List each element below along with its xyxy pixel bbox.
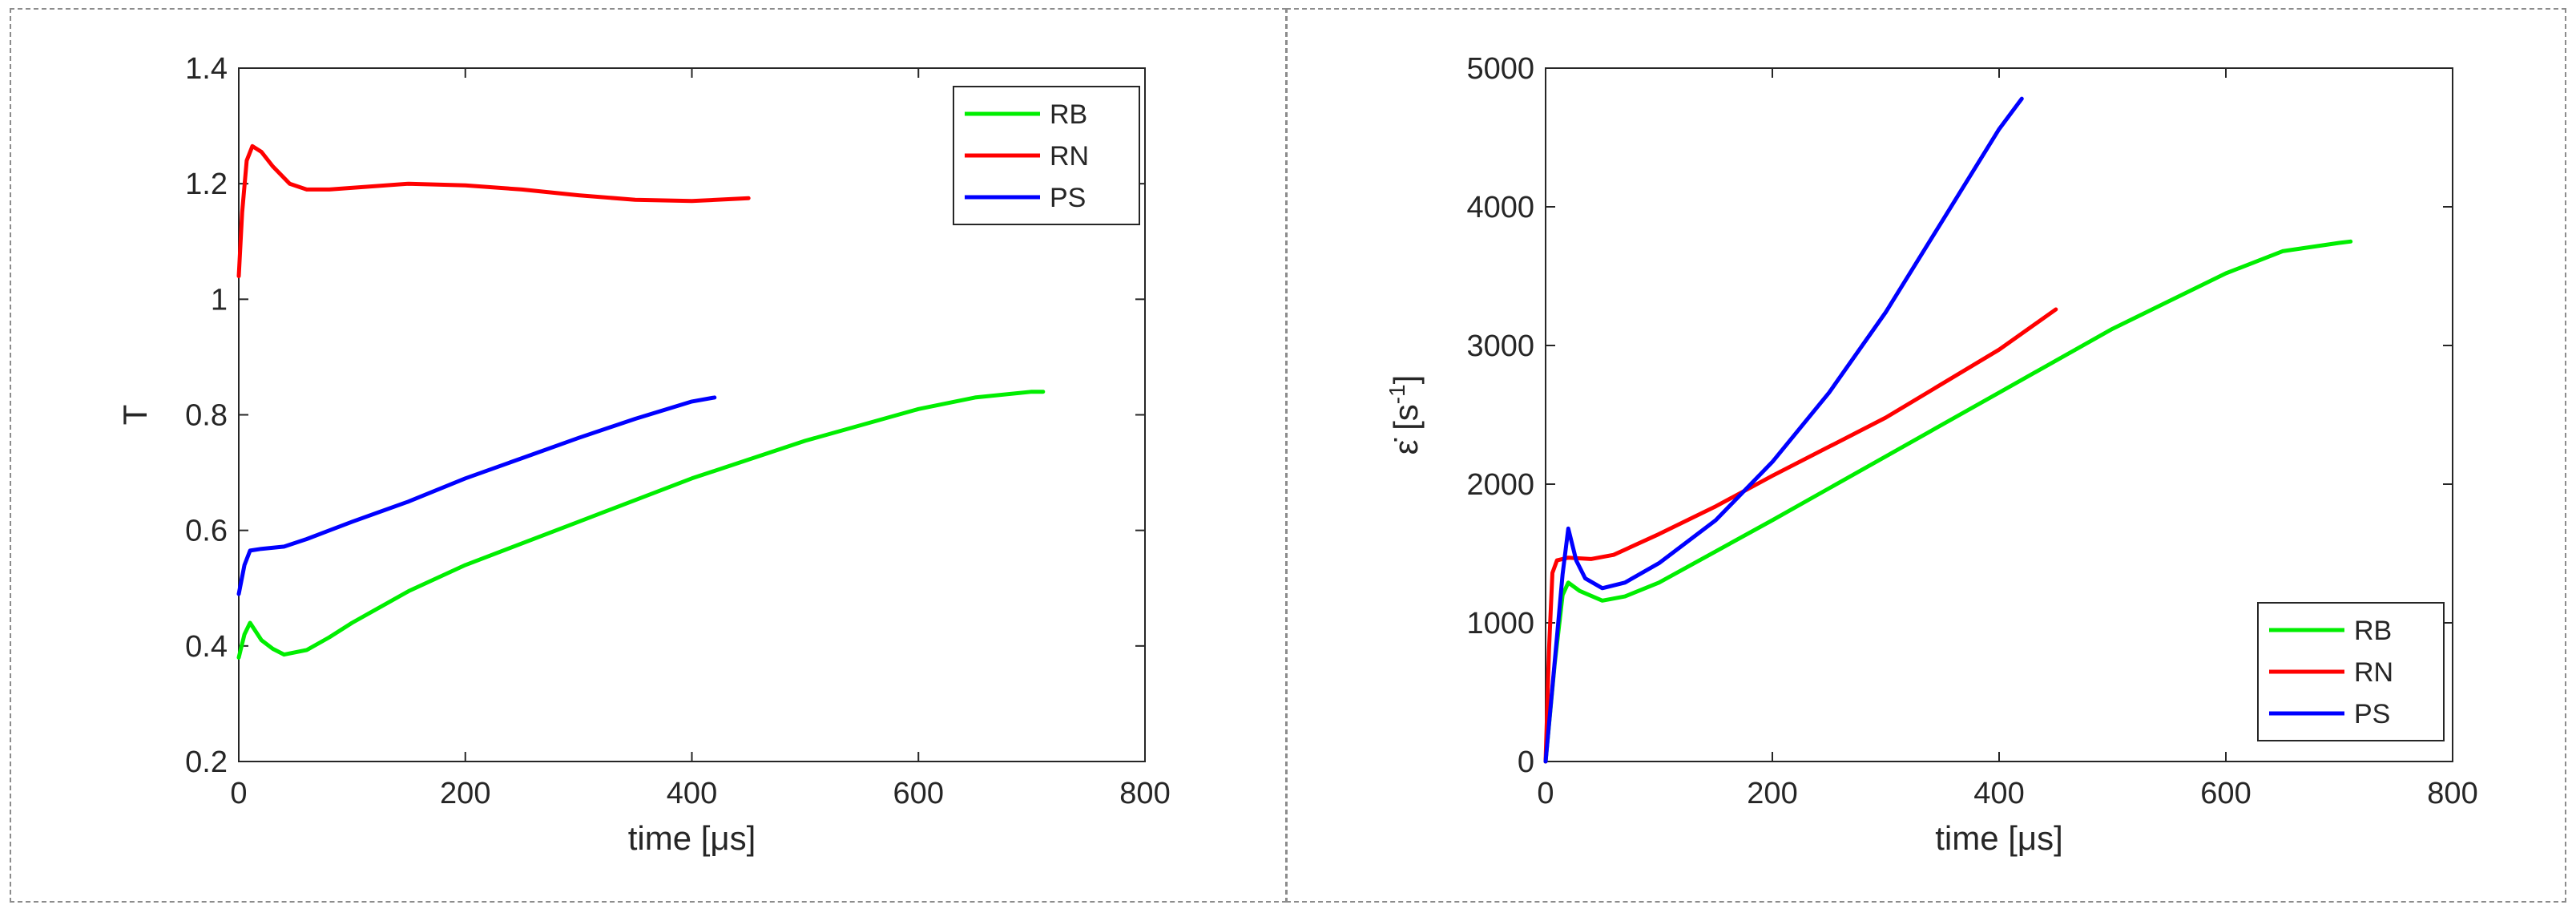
x-tick-label: 0 xyxy=(230,777,247,810)
y-tick-label: 1000 xyxy=(1466,607,1534,640)
chart-temperature: 0 200 400 600 800 0.2 0.4 0.6 0.8 1 1.2 1.4 time [μs… xyxy=(116,52,1171,857)
y-tick-label: 0 xyxy=(1518,745,1534,779)
y-tick-label: 0.2 xyxy=(185,745,228,779)
y-axis-label: ε̇ [s-1] xyxy=(1385,375,1425,455)
y-tick-label: 1 xyxy=(211,283,228,317)
x-axis-label: time [μs] xyxy=(1935,819,2063,857)
series-line-ps xyxy=(1543,96,2024,764)
y-axis-label-main: ε̇ [s xyxy=(1387,404,1425,454)
right-panel-frame xyxy=(1286,8,2566,903)
y-tick-label: 0.4 xyxy=(185,630,228,664)
series-line-ps xyxy=(236,395,717,596)
y-tick-label: 5000 xyxy=(1466,52,1534,86)
y-tick-label: 3000 xyxy=(1466,329,1534,363)
y-tick-label: 4000 xyxy=(1466,191,1534,224)
y-tick-label: 1.2 xyxy=(185,168,228,201)
legend-label-rb: RB xyxy=(2354,616,2392,646)
x-tick-label: 800 xyxy=(1119,777,1170,810)
y-axis-label-end: ] xyxy=(1387,375,1425,385)
series-line-rb xyxy=(236,390,1046,660)
y-axis-label-superscript: -1 xyxy=(1385,384,1409,404)
x-axis-label: time [μs] xyxy=(628,819,756,857)
x-tick-label: 400 xyxy=(1973,777,2024,810)
legend-label-rn: RN xyxy=(2354,657,2393,688)
legend-label-ps: PS xyxy=(1050,183,1086,213)
x-tick-label: 200 xyxy=(440,777,490,810)
y-axis-label: T xyxy=(116,405,154,426)
legend-label-ps: PS xyxy=(2354,699,2390,729)
y-tick-label: 0.6 xyxy=(185,515,228,548)
x-tick-label: 400 xyxy=(667,777,717,810)
x-tick-label: 600 xyxy=(893,777,944,810)
chart-strain-rate: 0 200 400 600 800 0 1000 2000 3000 4000 5000 time [… xyxy=(1385,52,2478,857)
series-line-rn xyxy=(236,143,751,278)
legend-label-rb: RB xyxy=(1050,99,1087,130)
x-tick-label: 800 xyxy=(2427,777,2477,810)
legend-label-rn: RN xyxy=(1050,141,1089,172)
x-tick-label: 200 xyxy=(1747,777,1797,810)
x-tick-label: 600 xyxy=(2200,777,2251,810)
x-tick-label: 0 xyxy=(1537,777,1554,810)
y-tick-label: 1.4 xyxy=(185,52,228,86)
series-line-rb xyxy=(1543,239,2353,764)
y-tick-label: 0.8 xyxy=(185,399,228,433)
series-line-rn xyxy=(1543,307,2058,764)
y-tick-label: 2000 xyxy=(1466,468,1534,502)
